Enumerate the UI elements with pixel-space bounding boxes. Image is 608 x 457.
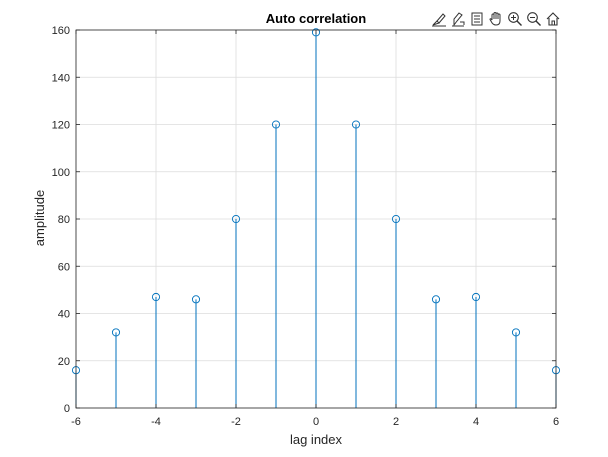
y-tick-label: 140 [52,72,70,84]
x-tick-label: -4 [151,416,161,428]
brush-icon[interactable] [430,10,448,28]
y-tick-label: 60 [58,261,70,273]
stem-marker [191,295,201,304]
stem-marker [151,292,161,302]
x-tick-label: 0 [313,416,319,428]
y-tick-label: 160 [52,25,70,37]
legend-icon[interactable] [468,10,486,28]
y-tick-label: 80 [58,214,70,226]
y-tick-label: 100 [52,167,70,179]
stem-marker [271,120,281,129]
home-icon[interactable] [544,10,562,28]
y-tick-label: 0 [64,403,70,415]
chart-title: Auto correlation [266,11,366,26]
stem-marker [231,214,241,224]
stem-marker [111,328,121,337]
data-tips-icon[interactable] [449,10,467,28]
zoom-out-icon[interactable] [525,10,543,28]
y-tick-label: 40 [58,309,70,321]
zoom-in-icon[interactable] [506,10,524,28]
y-tick-label: 20 [58,356,70,368]
stem-marker [391,214,401,224]
y-axis-label: amplitude [32,190,47,246]
x-tick-label: 4 [473,416,479,428]
axes-toolbar [430,9,562,29]
x-axis-label: lag index [290,432,343,447]
stem-marker [351,120,361,129]
stem-marker [471,292,481,302]
x-tick-label: -6 [71,416,81,428]
stem-series [71,28,561,408]
stem-marker [511,328,521,337]
x-tick-label: 6 [553,416,559,428]
pan-hand-icon[interactable] [487,10,505,28]
stem-marker [311,28,321,37]
stem-marker [431,295,441,304]
x-tick-label: 2 [393,416,399,428]
x-tick-label: -2 [231,416,241,428]
y-tick-label: 120 [52,120,70,132]
